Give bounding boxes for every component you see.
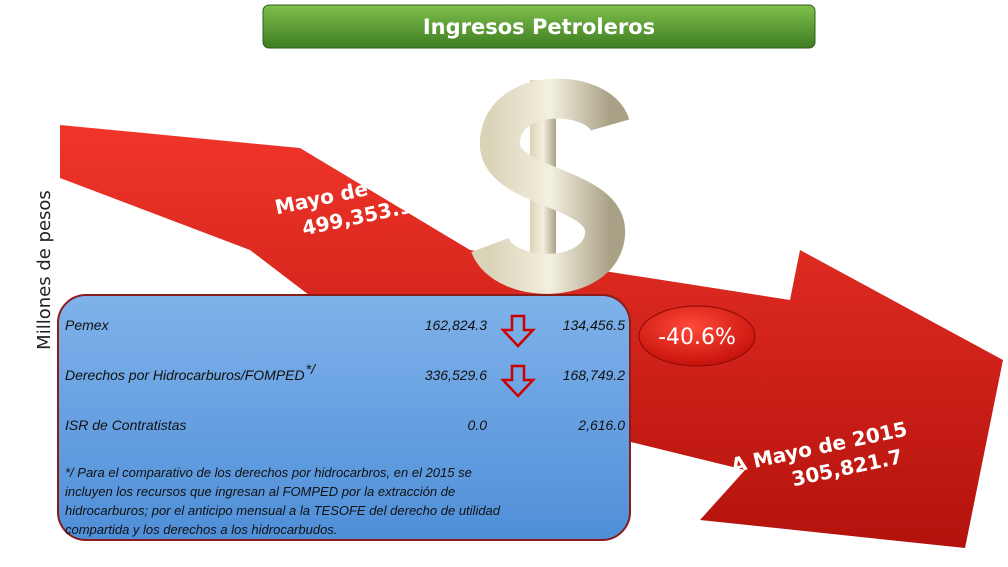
value-2015: 168,749.2 <box>563 367 625 383</box>
footnote-line: incluyen los recursos que ingresan al FO… <box>65 484 455 499</box>
row-label: ISR de Contratistas <box>65 417 186 433</box>
value-2014: 336,529.6 <box>425 367 487 383</box>
footnote-line: */ Para el comparativo de los derechos p… <box>65 465 472 480</box>
title-bar <box>262 4 816 49</box>
change: -40.6% <box>658 325 736 350</box>
footnote-mark: */ <box>306 361 317 377</box>
change-badge <box>638 305 756 367</box>
table: Pemex 162,824.3 134,456.5 Derechos por Hidr… <box>65 314 625 433</box>
footnote: */ Para el comparativo de los derechos p… <box>65 465 501 537</box>
row-label: Derechos por Hidrocarburos/FOMPED <box>65 367 305 383</box>
data-box <box>57 294 631 541</box>
value-2014: 0.0 <box>468 417 488 433</box>
value-2015: 134,456.5 <box>563 317 625 333</box>
footnote-line: hidrocarburos; por el anticipo mensual a… <box>65 503 501 518</box>
footnote-line: compartida y los derechos a los hidrocar… <box>65 522 337 537</box>
row-label: Pemex <box>65 317 110 333</box>
dollar-icon <box>471 78 630 294</box>
value-2014: 162,824.3 <box>425 317 487 333</box>
down-arrow <box>500 364 536 398</box>
title: Ingresos Petroleros <box>423 15 655 39</box>
value-2015: 2,616.0 <box>577 417 625 433</box>
down-arrow <box>500 314 536 348</box>
axis-label: Millones de pesos <box>34 190 55 350</box>
